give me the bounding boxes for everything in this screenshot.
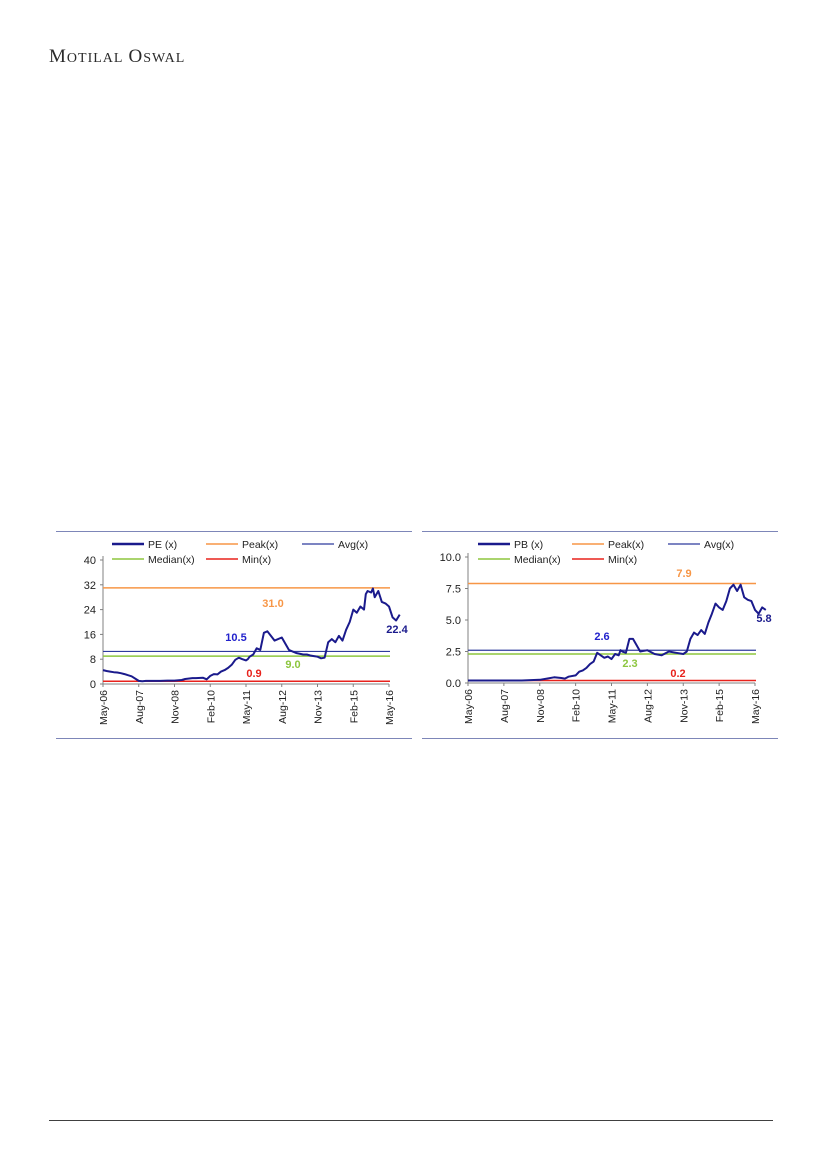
pe-x-tick-label: Feb-15 [348,690,360,723]
pb-y-tick-label: 10.0 [440,552,461,564]
pb-chart-svg: PB (x) Peak(x) Avg(x) Median(x) Min(x) 0.0 2.5… [422,531,778,739]
pb-y-tick-label: 7.5 [446,584,461,596]
pb-x-tick-label: Feb-10 [571,689,583,722]
company-logo: MOTILAL OSWAL [49,46,186,67]
pe-legend-label-series: PE (x) [148,539,177,551]
pb-legend-label-median: Median(x) [514,554,561,566]
pb-legend-label-avg: Avg(x) [704,539,734,551]
pe-legend-label-min: Min(x) [242,554,271,566]
pb-x-tick-label: Aug-07 [499,689,511,723]
pe-x-tick-label: Nov-13 [313,690,325,724]
pb-legend-label-peak: Peak(x) [608,539,644,551]
pe-band-chart: PE (x) Peak(x) Avg(x) Median(x) Min(x) 0 8 16 24… [56,531,412,739]
pb-x-tick-label: May-16 [750,689,762,724]
pe-min-annotation: 0.9 [246,668,261,680]
pb-min-annotation: 0.2 [670,668,685,680]
pe-x-tick-label: Nov-08 [170,690,182,724]
pb-median-annotation: 2.3 [622,658,637,670]
pe-x-tick-label: Aug-12 [277,690,289,724]
pe-y-tick-label: 40 [84,555,96,567]
pe-avg-annotation: 10.5 [225,632,246,644]
pb-x-tick-label: Aug-12 [642,689,654,723]
pe-y-tick-label: 32 [84,580,96,592]
pe-y-tick-label: 8 [90,654,96,666]
pe-legend-label-median: Median(x) [148,554,195,566]
pe-x-tick-label: Feb-10 [205,690,217,723]
pe-x-tick-label: Aug-07 [134,690,146,724]
pe-y-tick-label: 0 [90,679,96,691]
pe-legend-label-avg: Avg(x) [338,539,368,551]
pb-avg-annotation: 2.6 [594,631,609,643]
pb-peak-annotation: 7.9 [676,568,691,580]
pb-y-tick-label: 2.5 [446,647,461,659]
footer-divider [49,1120,773,1121]
pe-x-tick-label: May-11 [241,690,253,724]
pb-band-chart: PB (x) Peak(x) Avg(x) Median(x) Min(x) 0.0 2.5… [422,531,778,739]
pb-series-line [468,583,767,682]
pe-median-annotation: 9.0 [285,659,300,671]
pb-x-tick-label: Nov-08 [535,689,547,723]
pb-x-tick-label: May-11 [607,689,619,723]
pb-legend-label-series: PB (x) [514,539,543,551]
pb-y-tick-label: 5.0 [446,615,461,627]
pe-y-tick-label: 16 [84,629,96,641]
pe-last-annotation: 22.4 [386,624,408,636]
pe-series-line [102,587,401,683]
pe-peak-annotation: 31.0 [262,598,283,610]
pe-legend-label-peak: Peak(x) [242,539,278,551]
pb-x-tick-label: Nov-13 [678,689,690,723]
pe-x-tick-label: May-16 [384,690,396,725]
pe-chart-svg: PE (x) Peak(x) Avg(x) Median(x) Min(x) 0 8 16 24… [56,531,412,739]
pb-last-annotation: 5.8 [756,613,771,625]
pb-x-tick-label: Feb-15 [714,689,726,722]
pe-y-tick-label: 24 [84,605,96,617]
pb-x-tick-label: May-06 [463,689,475,724]
pe-x-tick-label: May-06 [98,690,110,725]
pb-y-tick-label: 0.0 [446,678,461,690]
pb-legend-label-min: Min(x) [608,554,637,566]
